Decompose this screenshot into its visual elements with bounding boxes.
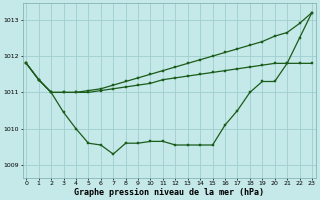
X-axis label: Graphe pression niveau de la mer (hPa): Graphe pression niveau de la mer (hPa) [74,188,264,197]
